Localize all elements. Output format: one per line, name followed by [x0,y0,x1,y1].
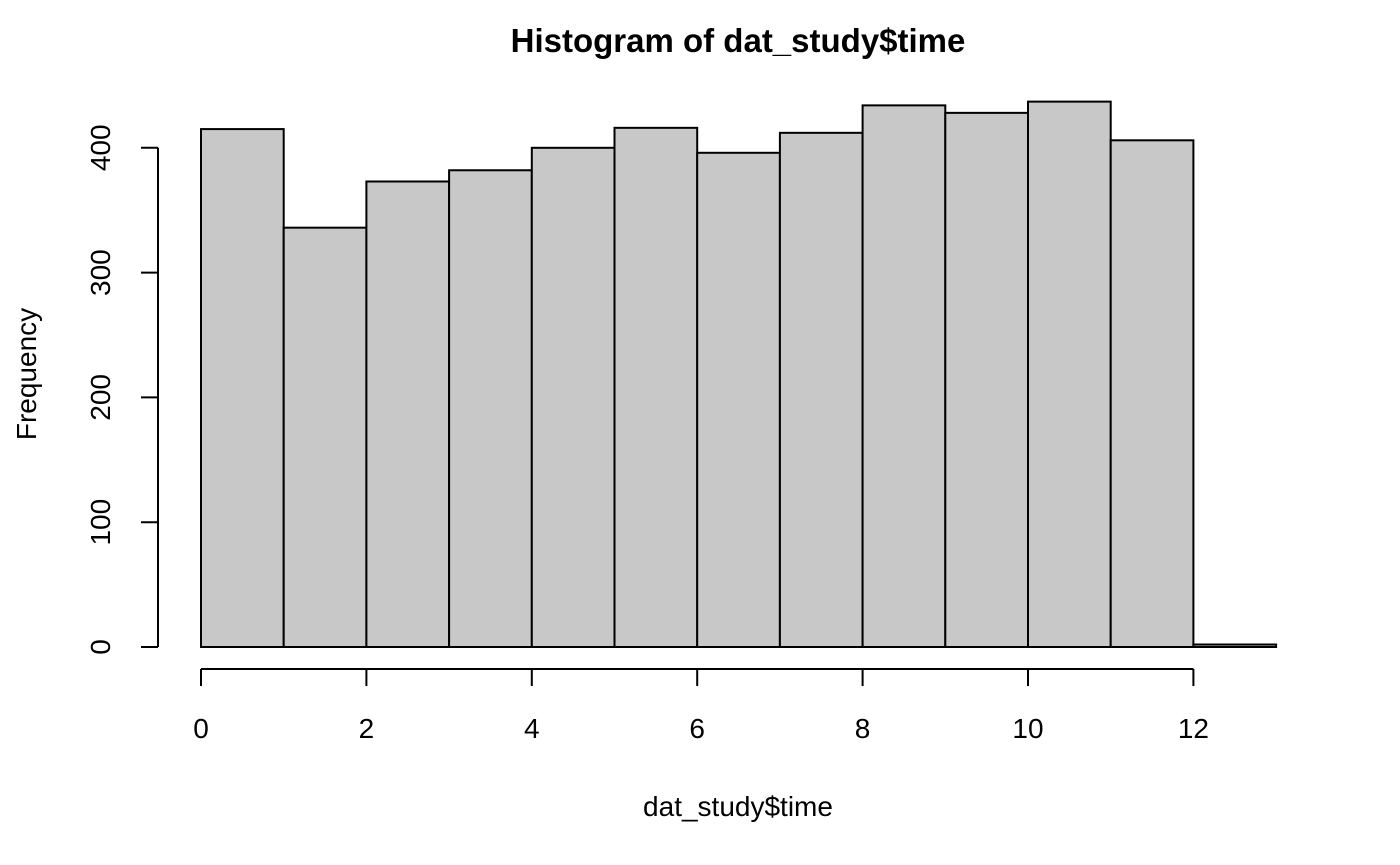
histogram-bar-8 [861,104,947,649]
x-tick-label: 2 [359,713,375,744]
x-tick-label: 12 [1178,713,1209,744]
y-axis-label: Frequency [11,308,42,440]
bars-group [200,100,1278,649]
x-axis-label: dat_study$time [643,791,833,822]
histogram-bar-1 [282,226,368,648]
x-tick-label: 6 [689,713,705,744]
x-tick-label: 8 [855,713,871,744]
histogram-bar-7 [778,131,864,649]
histogram-bar-3 [448,169,533,648]
histogram-bar-5 [613,126,699,649]
histogram-bar-10 [1027,100,1112,648]
y-tick-label: 300 [85,249,116,296]
y-tick-label: 200 [85,374,116,421]
histogram-bar-2 [365,180,451,648]
histogram-bar-6 [696,151,781,649]
histogram-bar-11 [1109,139,1195,648]
y-axis: 0 100 200 300 400 [85,124,159,655]
y-tick-label: 0 [85,639,116,655]
histogram-bar-12 [1192,643,1278,649]
chart-title: Histogram of dat_study$time [511,22,966,59]
y-tick-label: 100 [85,499,116,546]
y-tick-label: 400 [85,124,116,171]
histogram-bar-0 [200,128,285,648]
histogram-bar-4 [530,146,616,649]
x-tick-label: 10 [1012,713,1043,744]
x-tick-label: 0 [193,713,209,744]
x-tick-label: 4 [524,713,540,744]
x-axis: 0 2 4 6 8 10 12 [193,668,1209,744]
histogram-bar-9 [944,111,1029,648]
